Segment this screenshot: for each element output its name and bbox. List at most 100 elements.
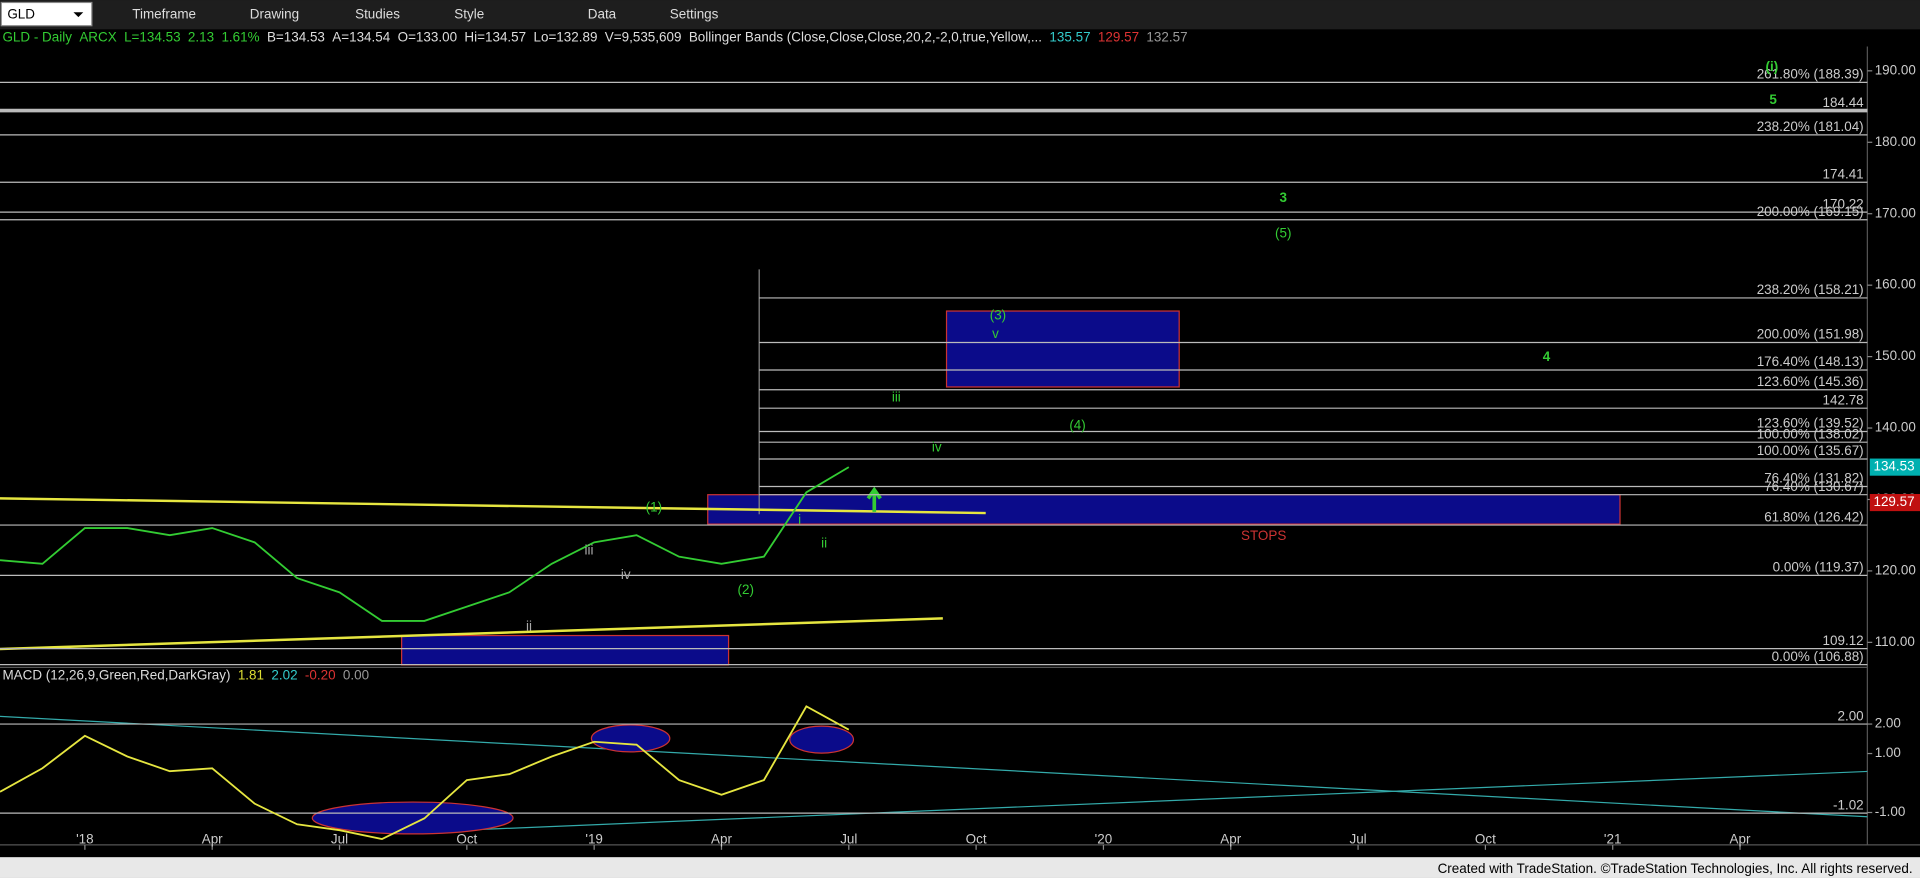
symbol-box[interactable] <box>0 1 93 27</box>
wave-label: (3) <box>990 308 1006 323</box>
price-tag <box>1869 493 1920 512</box>
fib-label: 176.40% (148.13) <box>1757 354 1864 369</box>
y-tick-label: 170.00 <box>1875 205 1916 220</box>
macd-line <box>0 705 850 840</box>
header-item: L=134.53 <box>124 30 180 45</box>
fib-label: 238.20% (158.21) <box>1757 282 1864 297</box>
wave-label: iii <box>892 390 901 405</box>
menu-item[interactable]: Timeframe <box>132 6 196 21</box>
header-item: 129.57 <box>1098 30 1139 45</box>
fib-label: 109.12 <box>1823 633 1864 648</box>
fib-label: 123.60% (139.52) <box>1757 416 1864 431</box>
menu-item[interactable]: Style <box>454 6 484 21</box>
wave-label: (5) <box>1275 225 1291 240</box>
header-item: Lo=132.89 <box>533 30 597 45</box>
fib-label: 261.80% (188.39) <box>1757 67 1864 82</box>
y-tick-label: 2.00 <box>1875 716 1901 731</box>
x-tick-label: Oct <box>966 832 987 847</box>
fib-label: 142.78 <box>1823 392 1864 407</box>
y-tick-label: 120.00 <box>1875 562 1916 577</box>
trend-line <box>0 617 943 651</box>
x-tick-label: Oct <box>456 832 477 847</box>
wave-label: iv <box>932 440 942 455</box>
header-item: ARCX <box>79 30 116 45</box>
header-item: B=134.53 <box>267 30 325 45</box>
fib-label: 61.80% (126.42) <box>1764 509 1863 524</box>
menu-item[interactable]: Studies <box>355 6 400 21</box>
x-tick-label: '21 <box>1604 832 1622 847</box>
symbol[interactable]: GLD <box>7 6 35 21</box>
fib-label: 100.00% (135.67) <box>1757 443 1864 458</box>
y-tick-label: 160.00 <box>1875 277 1916 292</box>
x-tick-label: Jul <box>331 832 348 847</box>
macd-ellipse <box>590 724 671 753</box>
header-item: 1.81 <box>238 668 264 683</box>
wave-label: (4) <box>1069 418 1085 433</box>
wave-label: STOPS <box>1241 528 1286 543</box>
fib-label: 123.60% (145.36) <box>1757 374 1864 389</box>
header-item: GLD - Daily <box>2 30 72 45</box>
header-item: 135.57 <box>1049 30 1090 45</box>
header-item: 1.61% <box>221 30 259 45</box>
trend-line <box>0 497 986 515</box>
y-tick-label: 150.00 <box>1875 348 1916 363</box>
menu-item[interactable]: Settings <box>670 6 719 21</box>
menu-item[interactable]: Drawing <box>250 6 299 21</box>
macd-ellipse <box>789 725 855 754</box>
wave-label: 5 <box>1769 92 1777 107</box>
fib-label: 76.40% (131.82) <box>1764 471 1863 486</box>
footer-bar <box>0 857 1920 878</box>
x-tick-label: '18 <box>76 832 94 847</box>
support-box <box>707 494 1621 525</box>
y-tick-label: 180.00 <box>1875 134 1916 149</box>
header-item: Bollinger Bands (Close,Close,Close,20,2,… <box>689 30 1042 45</box>
header-item: 2.13 <box>188 30 214 45</box>
fib-label: 184.44 <box>1823 95 1865 110</box>
macd-level-label: 2.00 <box>1837 708 1863 723</box>
footer: Created with TradeStation. ©TradeStation… <box>1438 861 1913 876</box>
fib-label: 174.41 <box>1823 166 1864 181</box>
wave-label: (1) <box>646 500 662 515</box>
y-tick-label: 190.00 <box>1875 62 1916 77</box>
wave-label: iii <box>584 543 593 558</box>
up-arrow <box>866 486 882 512</box>
wave-label: i <box>798 512 801 527</box>
macd-trend <box>0 715 1868 818</box>
menu-item[interactable]: Data <box>588 6 617 21</box>
x-tick-label: Apr <box>202 832 223 847</box>
x-tick-label: Jul <box>1349 832 1366 847</box>
y-tick-label: 140.00 <box>1875 420 1916 435</box>
header-item: -0.20 <box>305 668 336 683</box>
header-item: Hi=134.57 <box>464 30 526 45</box>
header-item: V=9,535,609 <box>605 30 682 45</box>
wave-label: ii <box>821 535 827 550</box>
macd-trend <box>404 770 1868 834</box>
x-tick-label: Jul <box>840 832 857 847</box>
macd-ellipse <box>311 801 514 835</box>
wave-label: v <box>992 326 999 341</box>
wave-label: ii <box>526 619 532 634</box>
wave-label: 3 <box>1280 190 1287 205</box>
fib-label: 170.22 <box>1823 196 1864 211</box>
header-item: O=133.00 <box>398 30 457 45</box>
x-tick-label: Oct <box>1475 832 1496 847</box>
fib-label: 200.00% (151.98) <box>1757 327 1864 342</box>
wave-label: 4 <box>1543 349 1551 364</box>
fib-label: 0.00% (119.37) <box>1773 560 1864 575</box>
x-tick-label: '19 <box>585 832 603 847</box>
fib-label: 100.00% (138.02) <box>1757 426 1864 441</box>
y-tick-label: 1.00 <box>1875 745 1901 760</box>
macd-level-label: -1.02 <box>1833 797 1864 812</box>
low-box <box>401 634 730 666</box>
toolbar <box>0 0 1920 30</box>
y-tick-label: -1.00 <box>1875 804 1906 819</box>
header-item: 0.00 <box>343 668 369 683</box>
header-item: A=134.54 <box>332 30 390 45</box>
wave-label: (2) <box>737 582 753 597</box>
wave-label: (i) <box>1765 59 1778 74</box>
price-tag-label: 129.57 <box>1873 494 1914 509</box>
header-item: MACD (12,26,9,Green,Red,DarkGray) <box>2 668 230 683</box>
y-tick-label: 110.00 <box>1875 634 1915 649</box>
